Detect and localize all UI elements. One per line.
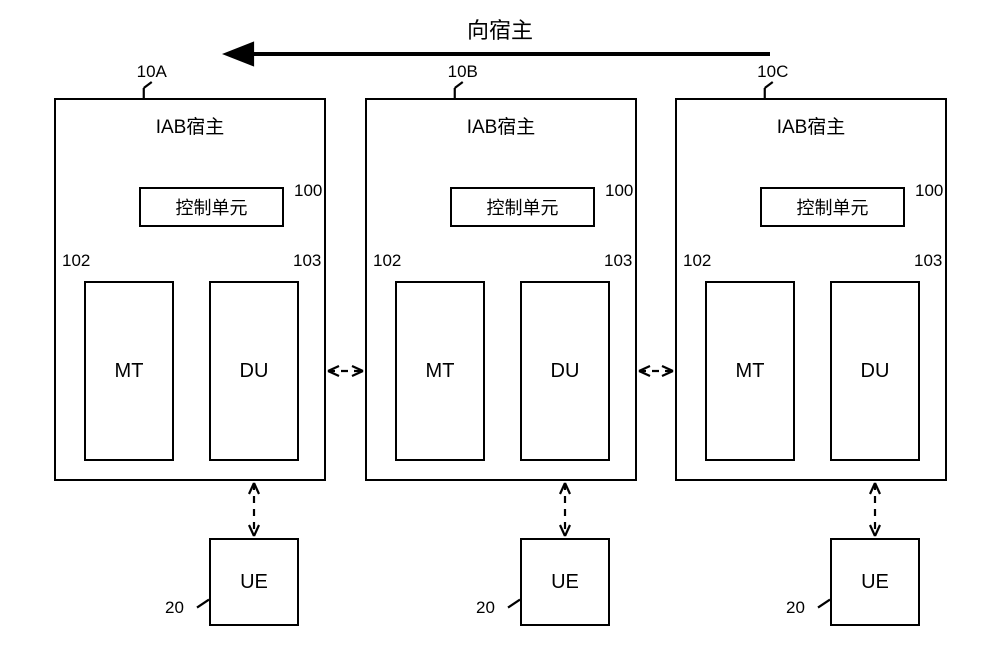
- mt-B: MT: [395, 281, 485, 461]
- du-ref-C: 103: [914, 251, 942, 271]
- ctrl-ref-A: 100: [294, 181, 322, 201]
- mt-ref-B: 102: [373, 251, 401, 271]
- ue-ref-2: 20: [786, 598, 805, 618]
- iab-node-ref-A: 10A: [92, 62, 212, 82]
- iab-node-title-C: IAB宿主: [751, 112, 871, 139]
- top-arrow-label: 向宿主: [0, 13, 1000, 45]
- mt-A: MT: [84, 281, 174, 461]
- ue-ref-1: 20: [476, 598, 495, 618]
- ctrl-ref-B: 100: [605, 181, 633, 201]
- mt-C: MT: [705, 281, 795, 461]
- ctrl-unit-B: 控制单元: [450, 187, 595, 227]
- ctrl-ref-C: 100: [915, 181, 943, 201]
- iab-node-ref-B: 10B: [403, 62, 523, 82]
- ue-2: UE: [830, 538, 920, 626]
- ue-1: UE: [520, 538, 610, 626]
- du-ref-A: 103: [293, 251, 321, 271]
- ue-0: UE: [209, 538, 299, 626]
- iab-node-title-B: IAB宿主: [441, 112, 561, 139]
- mt-ref-C: 102: [683, 251, 711, 271]
- mt-ref-A: 102: [62, 251, 90, 271]
- du-C: DU: [830, 281, 920, 461]
- du-B: DU: [520, 281, 610, 461]
- diagram-stage: 向宿主 IAB宿主 10A 控制单元 100 MT 102 DU 103 IAB宿主 10B 控制单…: [0, 0, 1000, 655]
- iab-node-title-A: IAB宿主: [130, 112, 250, 139]
- du-A: DU: [209, 281, 299, 461]
- ctrl-unit-C: 控制单元: [760, 187, 905, 227]
- ctrl-unit-A: 控制单元: [139, 187, 284, 227]
- du-ref-B: 103: [604, 251, 632, 271]
- ue-ref-0: 20: [165, 598, 184, 618]
- iab-node-ref-C: 10C: [713, 62, 833, 82]
